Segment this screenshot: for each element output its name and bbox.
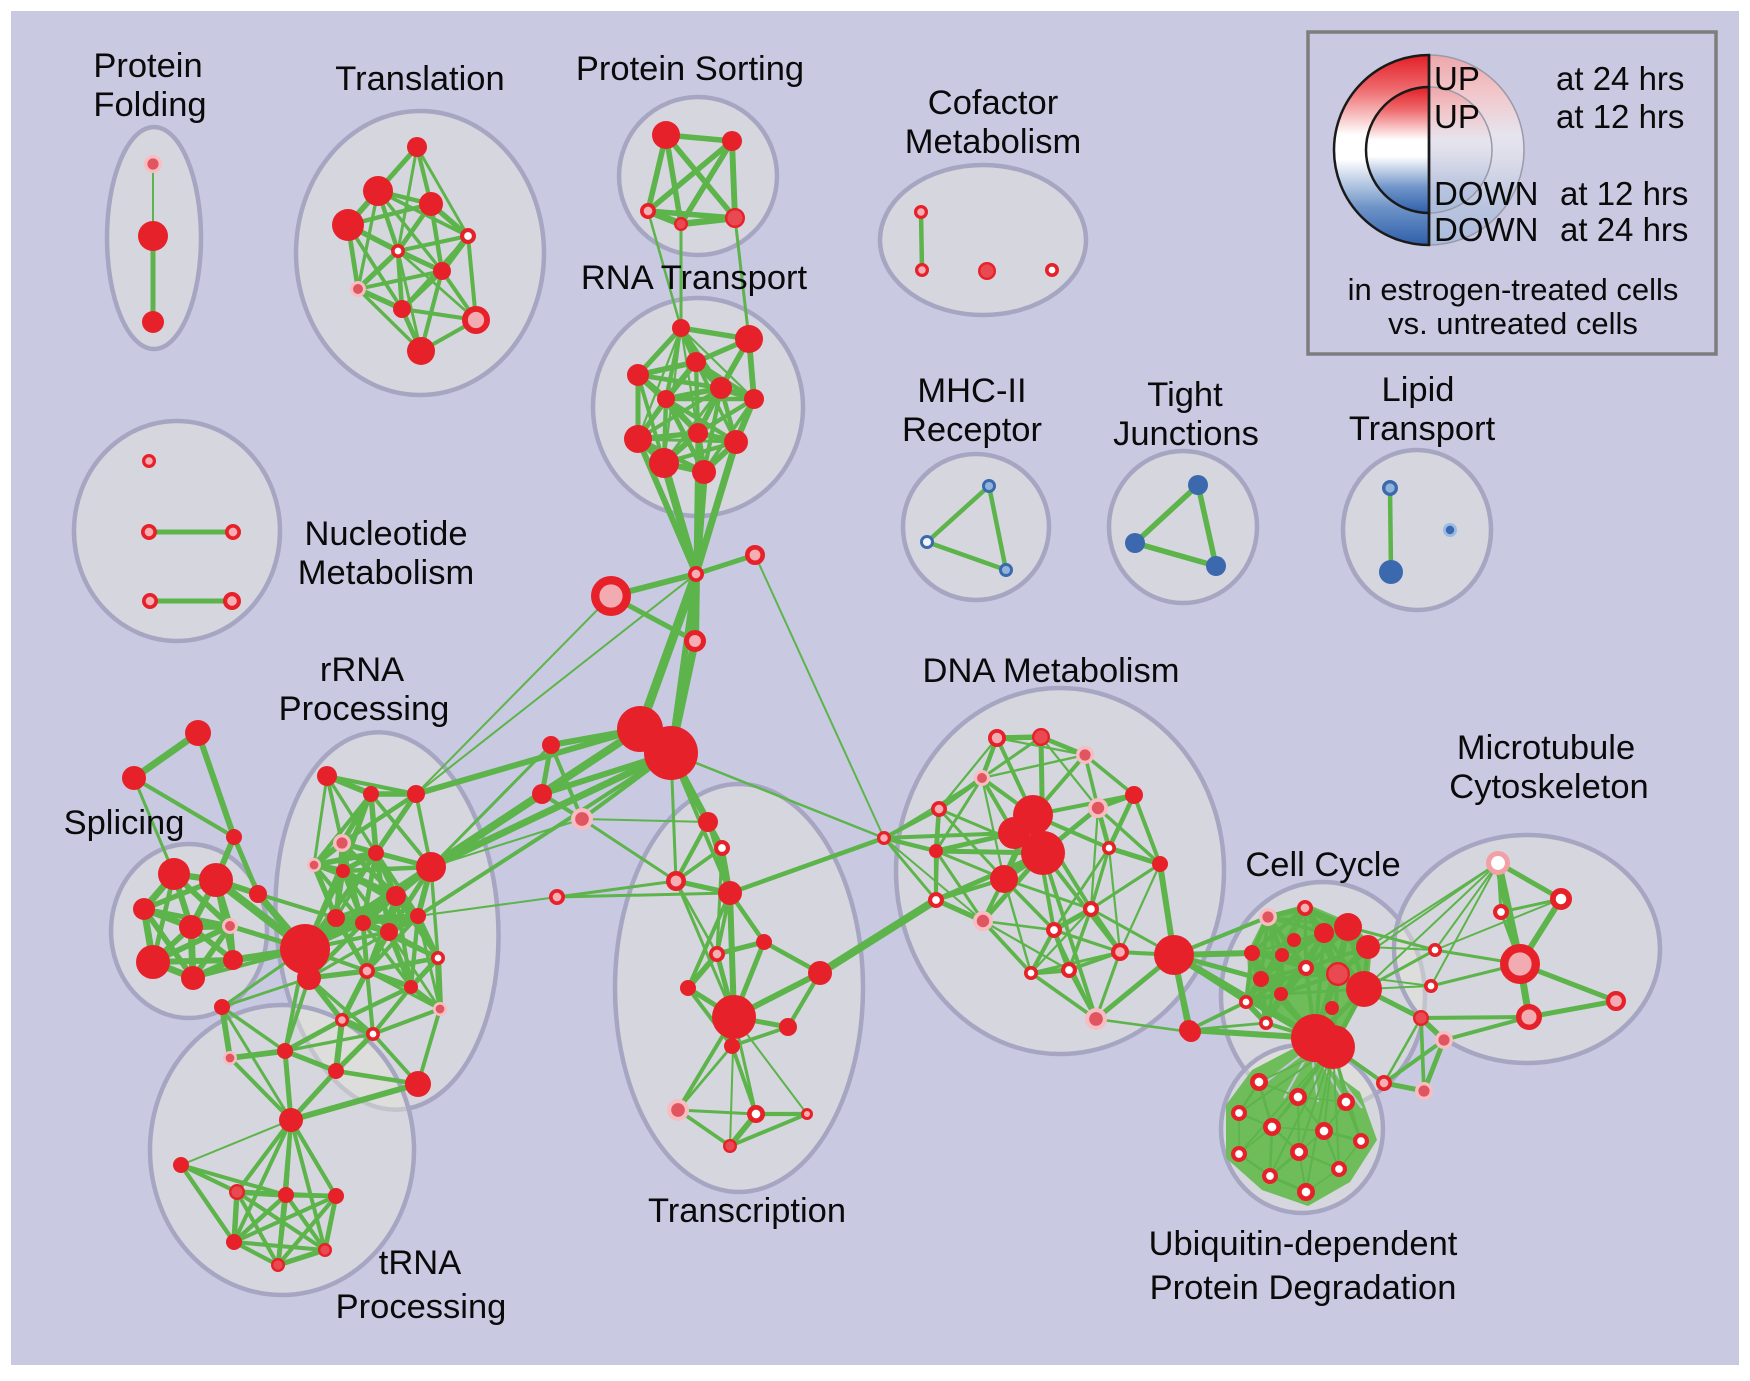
svg-text:at 12 hrs: at 12 hrs xyxy=(1556,98,1684,135)
svg-text:RNA Transport: RNA Transport xyxy=(581,259,808,297)
svg-text:DOWN: DOWN xyxy=(1434,211,1538,248)
svg-text:MHC-II: MHC-II xyxy=(917,372,1026,410)
svg-text:UP: UP xyxy=(1434,60,1480,97)
svg-text:Protein Sorting: Protein Sorting xyxy=(576,50,804,88)
svg-text:Folding: Folding xyxy=(93,86,206,124)
svg-text:Junctions: Junctions xyxy=(1113,415,1259,453)
svg-text:Nucleotide: Nucleotide xyxy=(304,515,467,553)
svg-text:Lipid: Lipid xyxy=(1382,371,1455,409)
svg-text:at 24 hrs: at 24 hrs xyxy=(1560,211,1688,248)
svg-text:Processing: Processing xyxy=(279,690,450,728)
svg-text:Transcription: Transcription xyxy=(648,1192,846,1230)
svg-text:Splicing: Splicing xyxy=(64,804,185,842)
svg-text:at 12 hrs: at 12 hrs xyxy=(1560,175,1688,212)
svg-text:Ubiquitin-dependent: Ubiquitin-dependent xyxy=(1149,1225,1458,1263)
svg-text:Cytoskeleton: Cytoskeleton xyxy=(1449,768,1648,806)
svg-text:Protein: Protein xyxy=(93,47,202,85)
svg-text:tRNA: tRNA xyxy=(379,1244,461,1282)
svg-text:UP: UP xyxy=(1434,98,1480,135)
svg-text:Metabolism: Metabolism xyxy=(905,123,1081,161)
svg-text:rRNA: rRNA xyxy=(320,651,404,689)
svg-text:Microtubule: Microtubule xyxy=(1457,729,1635,767)
svg-text:Protein Degradation: Protein Degradation xyxy=(1150,1269,1457,1307)
svg-text:DNA Metabolism: DNA Metabolism xyxy=(923,652,1180,690)
svg-text:Receptor: Receptor xyxy=(902,411,1042,449)
svg-text:Processing: Processing xyxy=(336,1288,507,1326)
svg-text:DOWN: DOWN xyxy=(1434,175,1538,212)
svg-text:in estrogen-treated cells: in estrogen-treated cells xyxy=(1348,272,1679,307)
svg-text:Transport: Transport xyxy=(1349,410,1496,448)
svg-text:Cell Cycle: Cell Cycle xyxy=(1245,846,1400,884)
svg-text:Metabolism: Metabolism xyxy=(298,554,474,592)
svg-text:at 24 hrs: at 24 hrs xyxy=(1556,60,1684,97)
svg-text:Tight: Tight xyxy=(1147,376,1223,414)
svg-text:Cofactor: Cofactor xyxy=(928,84,1058,122)
svg-text:vs. untreated cells: vs. untreated cells xyxy=(1388,306,1638,341)
svg-text:Translation: Translation xyxy=(335,60,504,98)
